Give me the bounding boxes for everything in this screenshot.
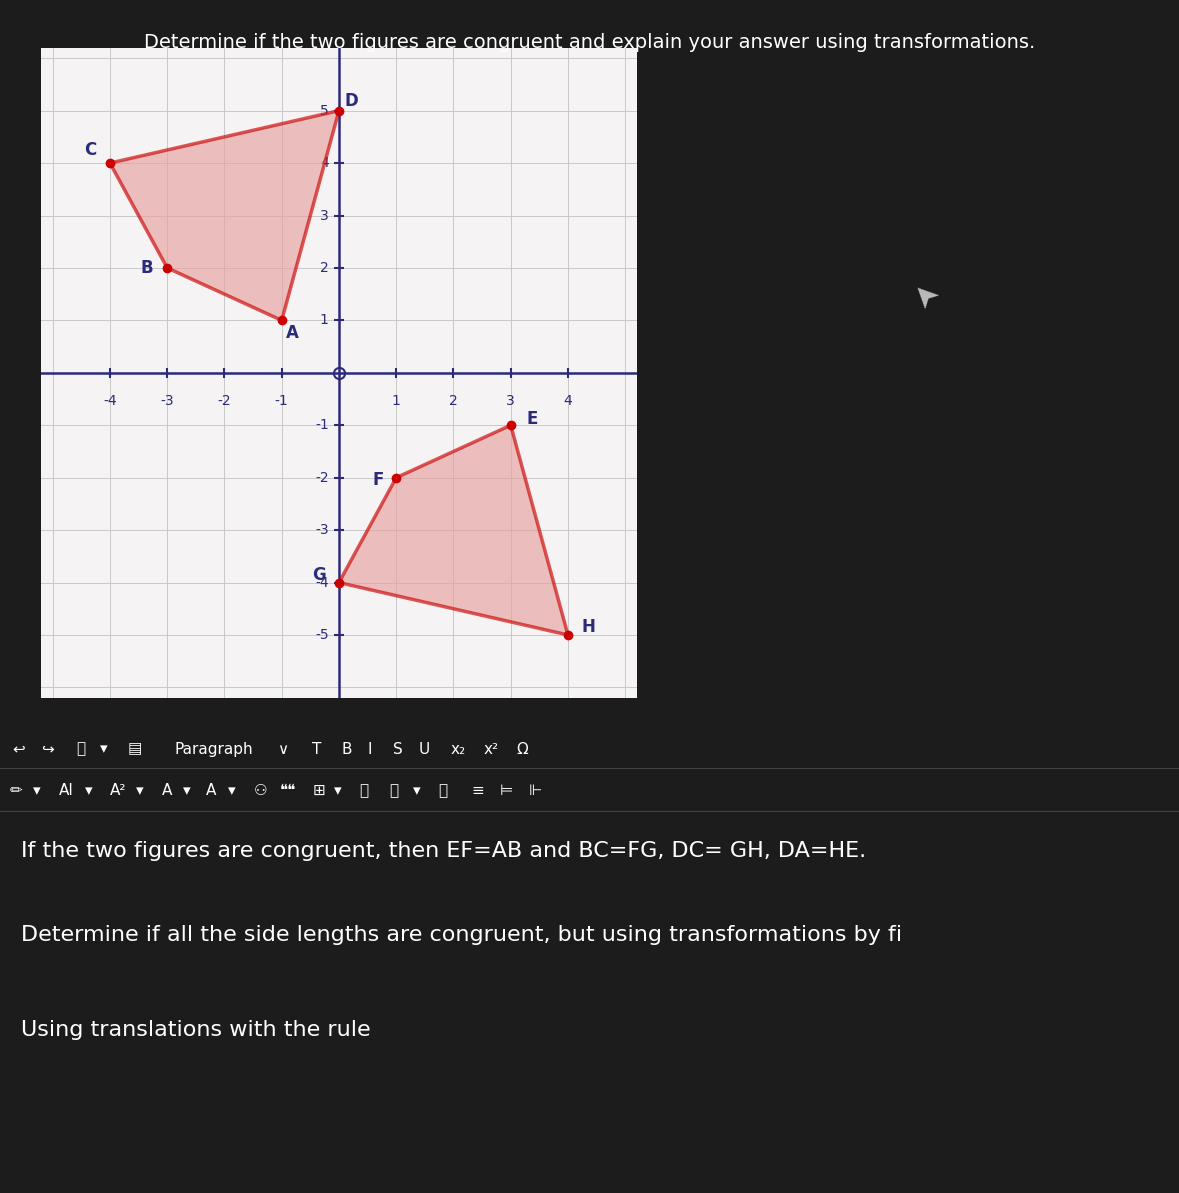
Text: A: A bbox=[285, 324, 298, 342]
Text: 1: 1 bbox=[391, 394, 401, 408]
Text: -2: -2 bbox=[218, 394, 231, 408]
Text: x²: x² bbox=[483, 742, 499, 756]
Text: ➤: ➤ bbox=[902, 272, 941, 310]
Text: A: A bbox=[206, 783, 217, 798]
Text: A²: A² bbox=[110, 783, 126, 798]
Text: E: E bbox=[527, 410, 538, 428]
Text: ↪: ↪ bbox=[41, 742, 54, 756]
Text: ▾: ▾ bbox=[100, 742, 107, 756]
Text: U: U bbox=[419, 742, 430, 756]
Text: -4: -4 bbox=[103, 394, 117, 408]
Text: 4: 4 bbox=[564, 394, 572, 408]
Text: F: F bbox=[373, 471, 383, 489]
Text: -3: -3 bbox=[160, 394, 174, 408]
Text: -4: -4 bbox=[315, 575, 329, 589]
Text: 🖼: 🖼 bbox=[360, 783, 369, 798]
Text: I: I bbox=[368, 742, 373, 756]
Text: 🖧: 🖧 bbox=[439, 783, 448, 798]
Text: ⊞: ⊞ bbox=[312, 783, 325, 798]
Text: Ω: Ω bbox=[516, 742, 528, 756]
Text: x₂: x₂ bbox=[450, 742, 466, 756]
Text: B: B bbox=[140, 259, 153, 277]
Text: -1: -1 bbox=[275, 394, 289, 408]
Text: ∨: ∨ bbox=[277, 742, 288, 756]
Text: ▾: ▾ bbox=[33, 783, 40, 798]
Text: Determine if the two figures are congruent and explain your answer using transfo: Determine if the two figures are congrue… bbox=[144, 33, 1035, 52]
Text: ▤: ▤ bbox=[127, 742, 141, 756]
Text: ▾: ▾ bbox=[183, 783, 190, 798]
Text: ▾: ▾ bbox=[136, 783, 143, 798]
Text: -2: -2 bbox=[315, 471, 329, 484]
Text: ▾: ▾ bbox=[85, 783, 92, 798]
Text: ⚇: ⚇ bbox=[253, 783, 268, 798]
Text: -3: -3 bbox=[315, 523, 329, 537]
Text: S: S bbox=[393, 742, 402, 756]
Text: -5: -5 bbox=[315, 628, 329, 642]
Text: If the two figures are congruent, then EF=AB and BC=FG, DC= GH, DA=HE.: If the two figures are congruent, then E… bbox=[21, 841, 867, 861]
Text: ⊩: ⊩ bbox=[528, 783, 541, 798]
Text: A: A bbox=[162, 783, 172, 798]
Text: ▾: ▾ bbox=[413, 783, 420, 798]
Text: C: C bbox=[84, 141, 95, 159]
Text: 🔍: 🔍 bbox=[77, 742, 86, 756]
Polygon shape bbox=[340, 425, 568, 635]
Text: 1: 1 bbox=[320, 314, 329, 327]
Text: ▾: ▾ bbox=[228, 783, 235, 798]
Text: Determine if all the side lengths are congruent, but using transformations by fi: Determine if all the side lengths are co… bbox=[21, 925, 902, 945]
Text: 5: 5 bbox=[320, 104, 329, 118]
Text: Paragraph: Paragraph bbox=[174, 742, 253, 756]
Text: -1: -1 bbox=[315, 419, 329, 432]
Text: ❝❝: ❝❝ bbox=[279, 783, 296, 798]
Text: 2: 2 bbox=[320, 261, 329, 274]
Text: ▾: ▾ bbox=[334, 783, 341, 798]
Text: AI: AI bbox=[59, 783, 74, 798]
Text: B: B bbox=[342, 742, 353, 756]
Text: Using translations with the rule: Using translations with the rule bbox=[21, 1020, 371, 1040]
Polygon shape bbox=[110, 111, 340, 321]
Text: 4: 4 bbox=[320, 156, 329, 171]
Text: T: T bbox=[312, 742, 322, 756]
Text: 🗓: 🗓 bbox=[389, 783, 399, 798]
Text: 3: 3 bbox=[506, 394, 515, 408]
Text: ↩: ↩ bbox=[12, 742, 25, 756]
Text: 2: 2 bbox=[449, 394, 457, 408]
Text: D: D bbox=[344, 92, 358, 110]
Text: ✏: ✏ bbox=[9, 783, 22, 798]
Text: 3: 3 bbox=[320, 209, 329, 223]
Text: ≡: ≡ bbox=[472, 783, 485, 798]
Text: G: G bbox=[312, 565, 325, 583]
Text: H: H bbox=[581, 618, 595, 636]
Text: ⊨: ⊨ bbox=[500, 783, 513, 798]
